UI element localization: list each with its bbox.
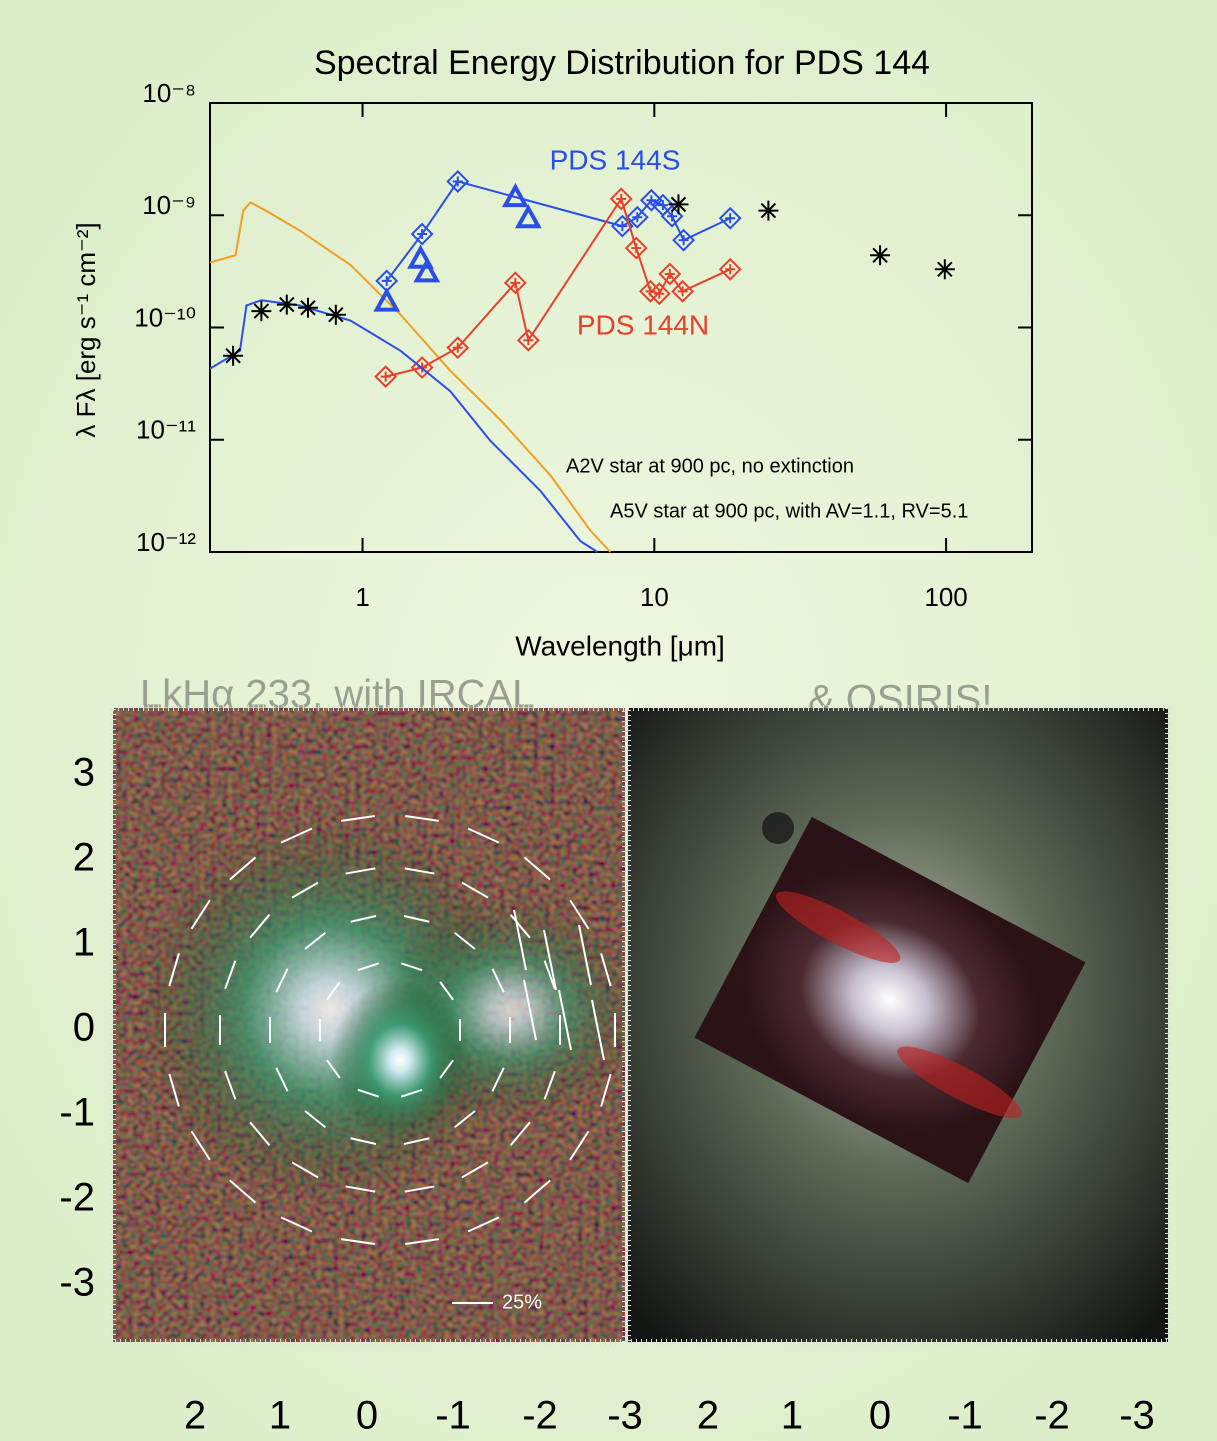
- image-x-tick-label: -1: [947, 1394, 983, 1438]
- image-x-tick-label: -3: [1119, 1394, 1155, 1438]
- image-x-tick-label: -3: [607, 1394, 643, 1438]
- image-y-tick-label: 1: [73, 921, 95, 965]
- image-x-tick-label: 0: [356, 1394, 378, 1438]
- figure: Spectral Energy Distribution for PDS 144…: [0, 0, 1217, 1441]
- image-x-tick-label: -1: [435, 1394, 471, 1438]
- osiris-image: [628, 708, 1168, 1342]
- image-y-tick-label: -3: [59, 1261, 95, 1305]
- image-y-tick-label: 2: [73, 836, 95, 880]
- annotation: A2V star at 900 pc, no extinction: [566, 455, 854, 477]
- asterisk-marker: [326, 305, 346, 325]
- y-tick-label: 10⁻¹¹: [136, 415, 196, 445]
- annotation: A5V star at 900 pc, with AV=1.1, RV=5.1: [610, 500, 968, 522]
- asterisk-marker: [935, 259, 955, 279]
- dark-spot: [762, 812, 794, 844]
- image-x-tick-label: -2: [522, 1394, 558, 1438]
- series-label: PDS 144S: [550, 144, 681, 175]
- page: Spectral Energy Distribution for PDS 144…: [0, 0, 1217, 1441]
- x-axis-label: Wavelength [μm]: [515, 630, 725, 661]
- scale-label: 25%: [502, 1291, 542, 1313]
- series-label: PDS 144N: [577, 309, 709, 340]
- image-y-tick-label: -2: [59, 1176, 95, 1220]
- y-tick-label: 10⁻⁸: [142, 78, 196, 108]
- ircal-image: 25%: [113, 708, 640, 1342]
- image-x-tick-label: 0: [869, 1394, 891, 1438]
- image-y-tick-label: 0: [73, 1006, 95, 1050]
- nebula-core: [330, 980, 470, 1140]
- asterisk-marker: [251, 301, 271, 321]
- image-x-tick-label: 2: [184, 1394, 206, 1438]
- image-y-tick-label: -1: [59, 1091, 95, 1135]
- chart-title: Spectral Energy Distribution for PDS 144: [314, 44, 930, 82]
- asterisk-marker: [758, 201, 778, 221]
- asterisk-marker: [298, 298, 318, 318]
- x-tick-label: 10: [640, 582, 669, 612]
- y-axis-label: λ Fλ [erg s⁻¹ cm⁻²]: [71, 222, 101, 437]
- asterisk-marker: [223, 346, 243, 366]
- y-tick-label: 10⁻¹²: [136, 527, 196, 557]
- image-x-tick-label: -2: [1034, 1394, 1070, 1438]
- asterisk-marker: [277, 295, 297, 315]
- y-tick-label: 10⁻⁹: [142, 190, 196, 220]
- image-x-tick-label: 1: [781, 1394, 803, 1438]
- asterisk-marker: [668, 194, 688, 214]
- asterisk-marker: [870, 245, 890, 265]
- y-tick-label: 10⁻¹⁰: [134, 302, 196, 332]
- x-tick-label: 1: [355, 582, 369, 612]
- image-x-tick-label: 2: [697, 1394, 719, 1438]
- image-x-tick-label: 1: [269, 1394, 291, 1438]
- x-tick-label: 100: [924, 582, 967, 612]
- image-y-tick-label: 3: [73, 751, 95, 795]
